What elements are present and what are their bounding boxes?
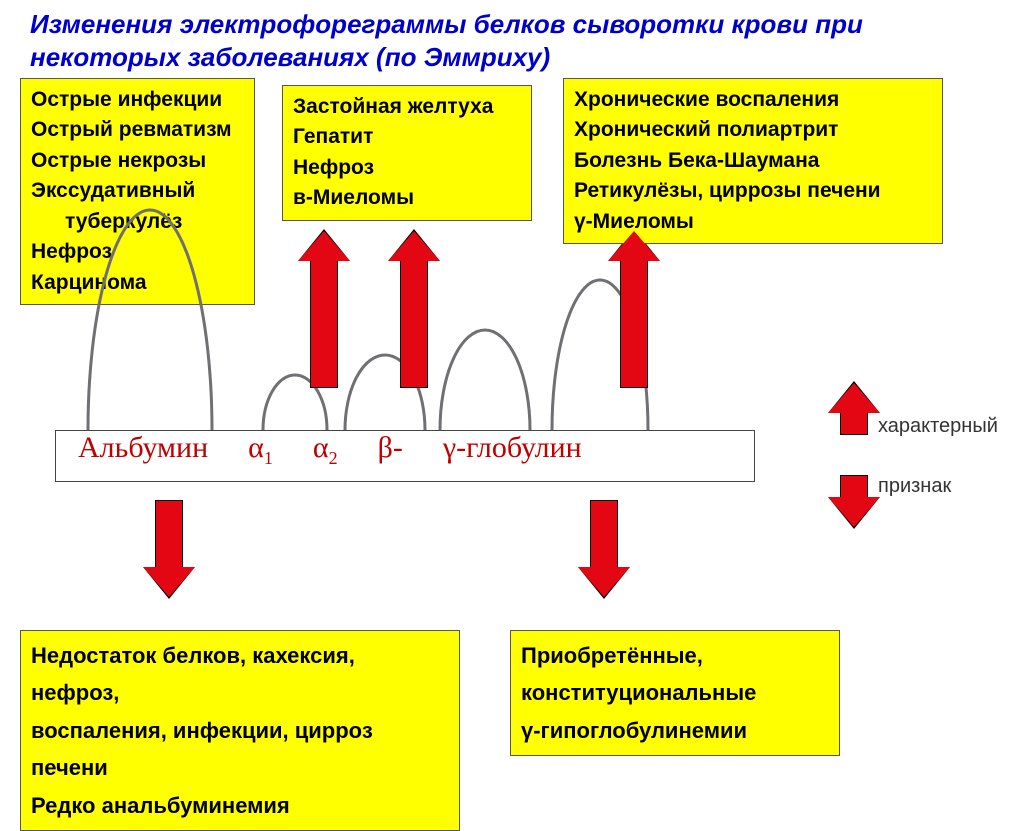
arrow-down-icon (155, 500, 183, 570)
box-line: Гепатит (293, 122, 521, 152)
box-line: Недостаток белков, кахексия, нефроз, (31, 637, 449, 712)
fraction-gamma: γ-глобулин (443, 431, 582, 465)
arrow-down-icon (840, 475, 868, 500)
side-label-top: характерный (878, 415, 998, 438)
box-line: Хронический полиартрит (574, 115, 932, 145)
box-line: Острые инфекции (31, 85, 244, 115)
box-line: Хронические воспаления (574, 85, 932, 115)
peak-curve (440, 330, 530, 430)
box-line: Нефроз (293, 153, 521, 183)
peak-curve (88, 210, 212, 430)
fraction-alpha2: α2 (313, 431, 338, 469)
fraction-albumin: Альбумин (78, 431, 208, 465)
box-bottom-right: Приобретённые, конституциональные γ-гипо… (510, 630, 840, 756)
box-line: γ-гипоглобулинемии (521, 712, 829, 749)
fraction-beta: β- (378, 431, 403, 465)
arrow-down-icon (590, 500, 618, 570)
page-title: Изменения электрофореграммы белков сывор… (0, 0, 1024, 77)
fraction-axis: Альбумин α1 α2 β- γ-глобулин (55, 430, 755, 482)
side-label-bottom: признак (878, 475, 951, 498)
box-bottom-left: Недостаток белков, кахексия, нефроз,восп… (20, 630, 460, 831)
arrow-up-icon (310, 258, 338, 388)
arrow-up-icon (620, 258, 648, 388)
box-line: Приобретённые, (521, 637, 829, 674)
arrow-up-icon (400, 258, 428, 388)
box-line: Острый ревматизм (31, 115, 244, 145)
arrow-up-icon (840, 410, 868, 435)
box-line: Острые некрозы (31, 146, 244, 176)
box-line: конституциональные (521, 674, 829, 711)
box-line: Застойная желтуха (293, 92, 521, 122)
box-line: воспаления, инфекции, цирроз печени (31, 712, 449, 787)
box-line: Болезнь Бека-Шаумана (574, 146, 932, 176)
box-line: Редко анальбуминемия (31, 787, 449, 824)
fraction-alpha1: α1 (248, 431, 273, 469)
